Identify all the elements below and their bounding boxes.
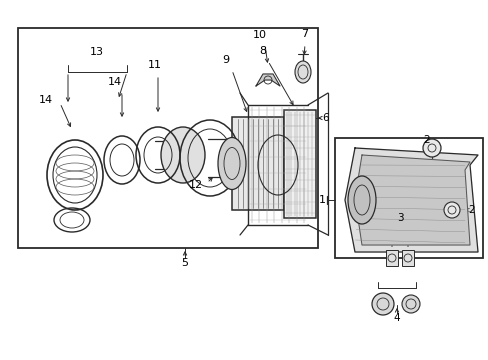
Text: 7: 7	[301, 29, 308, 39]
Text: 2: 2	[467, 205, 474, 215]
Polygon shape	[354, 155, 469, 245]
Text: 5: 5	[181, 258, 188, 268]
Text: 8: 8	[259, 46, 266, 56]
Polygon shape	[256, 74, 280, 86]
Text: 13: 13	[90, 47, 104, 57]
Bar	[284, 110, 315, 218]
Text: 2: 2	[423, 135, 429, 145]
Text: 10: 10	[252, 30, 266, 40]
Bar	[401, 250, 413, 266]
Ellipse shape	[161, 127, 204, 183]
Text: 12: 12	[188, 180, 203, 190]
Circle shape	[401, 295, 419, 313]
Text: 14: 14	[108, 77, 122, 87]
Text: 1: 1	[318, 195, 325, 205]
Circle shape	[371, 293, 393, 315]
Circle shape	[422, 139, 440, 157]
Circle shape	[443, 202, 459, 218]
Text: 14: 14	[39, 95, 53, 105]
Text: 4: 4	[393, 313, 400, 323]
Ellipse shape	[347, 176, 375, 224]
Text: 9: 9	[222, 55, 229, 65]
Ellipse shape	[218, 138, 245, 189]
Text: 3: 3	[396, 213, 403, 223]
Bar	[334, 138, 482, 258]
Polygon shape	[345, 148, 477, 252]
Bar	[385, 250, 397, 266]
Bar	[231, 117, 284, 210]
Ellipse shape	[294, 61, 310, 83]
Text: 11: 11	[148, 60, 162, 70]
Bar	[18, 28, 317, 248]
Text: 6: 6	[321, 113, 328, 123]
